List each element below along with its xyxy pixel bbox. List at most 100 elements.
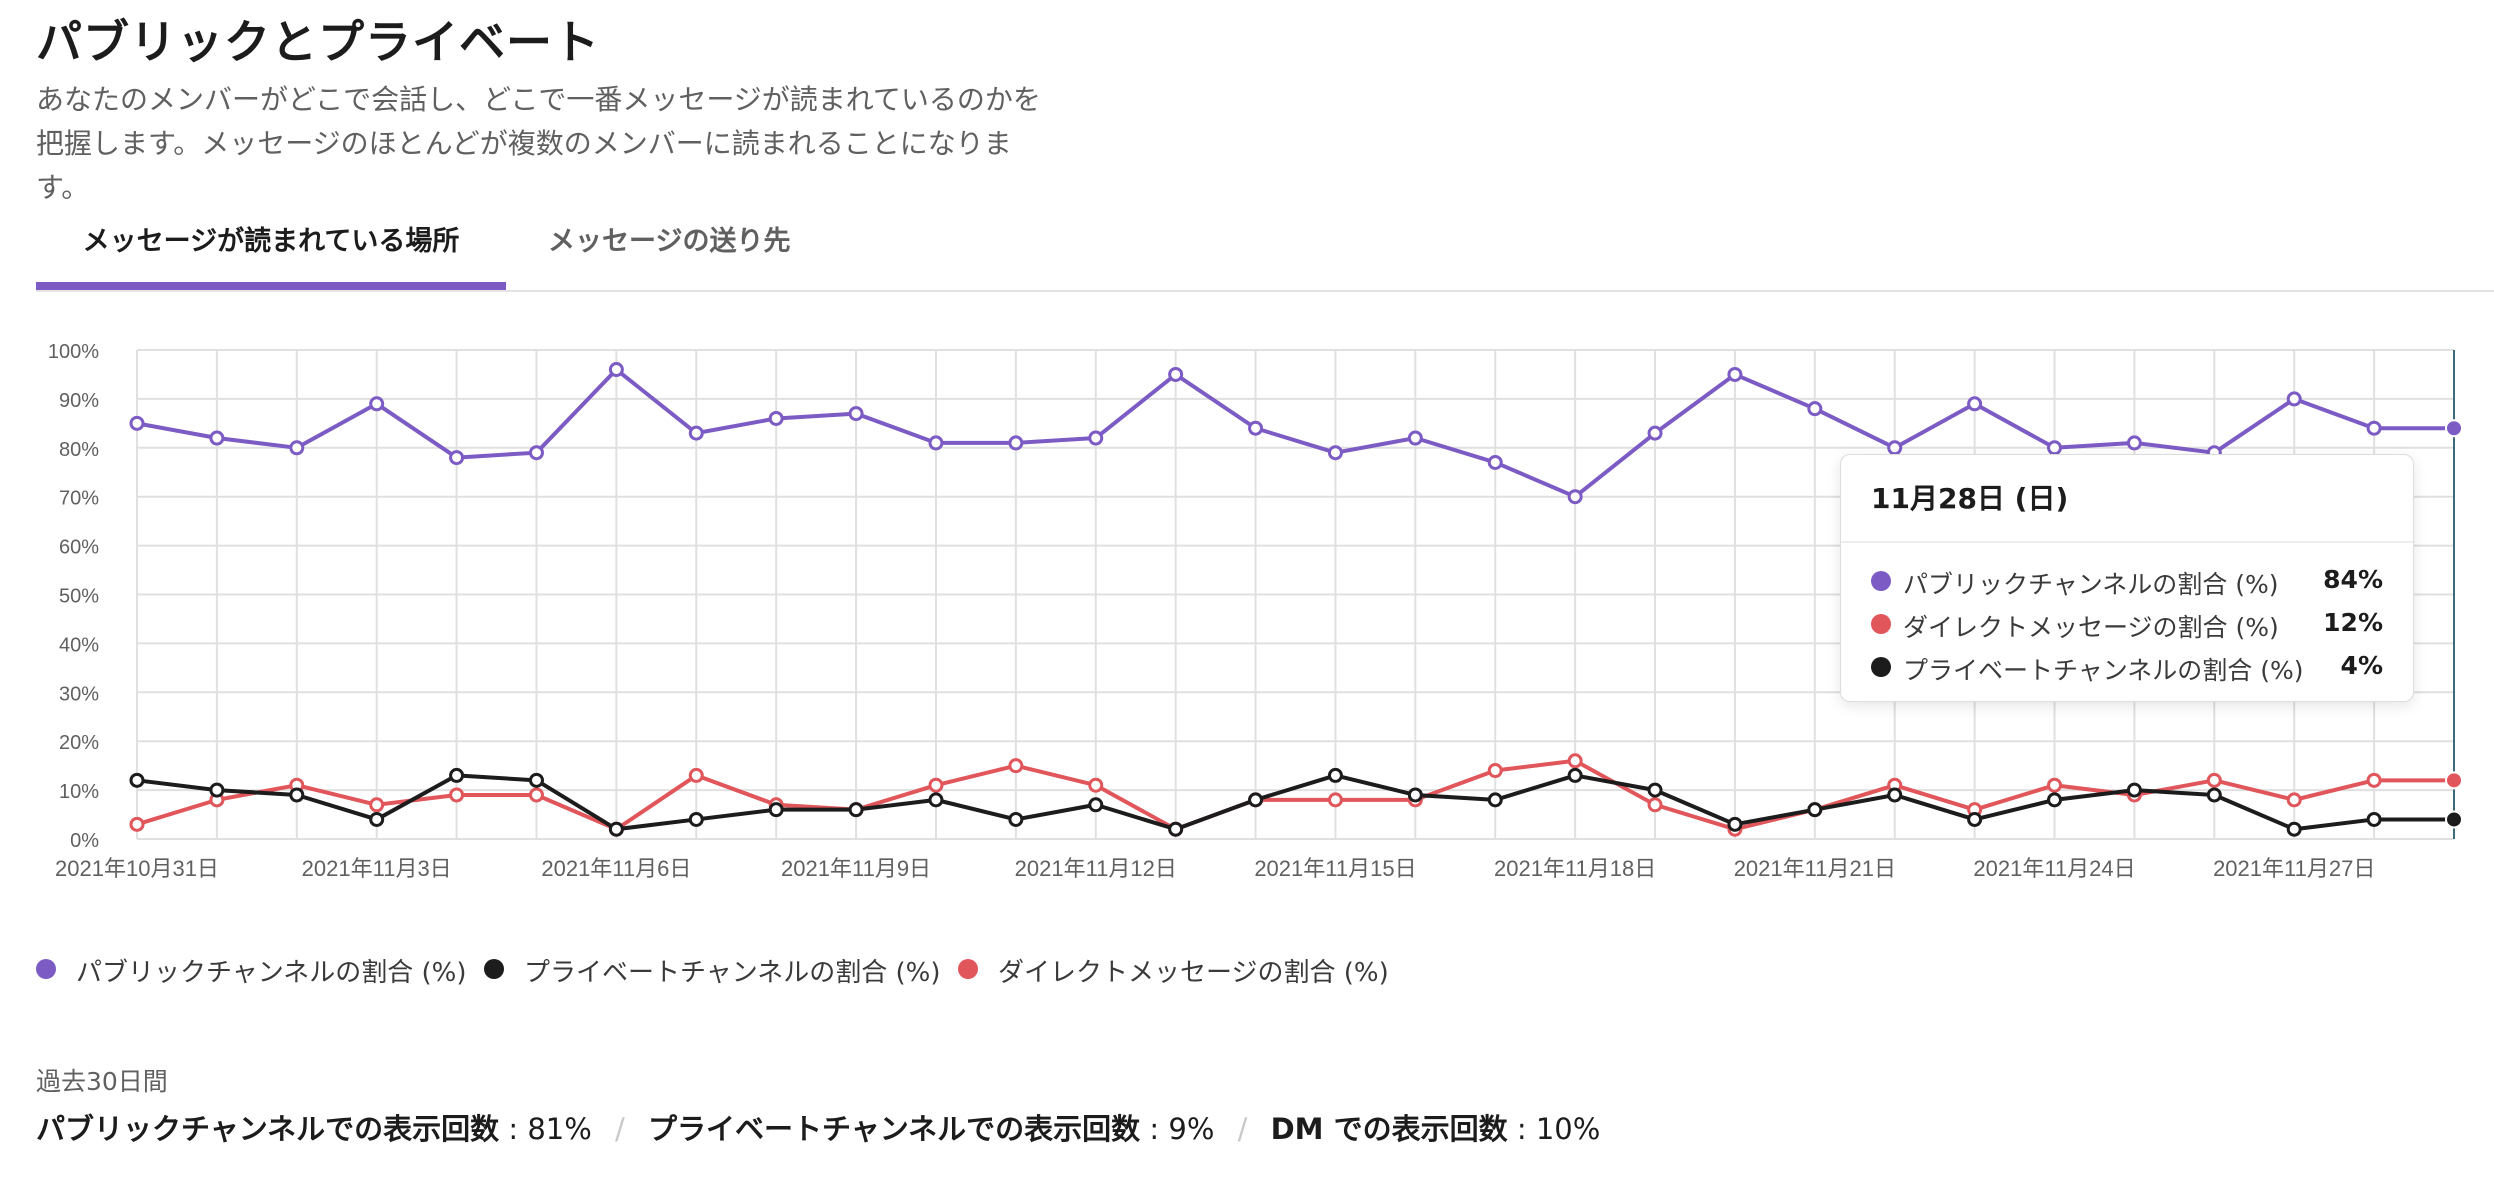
data-point-private — [2206, 787, 2222, 803]
y-tick-label: 70% — [59, 488, 99, 510]
data-point-private — [1807, 802, 1823, 818]
data-point-public — [1168, 366, 1184, 382]
series-line-dm — [136, 758, 2454, 832]
x-tick-label: 2021年11月24日 — [1973, 856, 2135, 881]
summary-label-private: プライベートチャンネルでの表示回数 — [648, 1112, 1141, 1146]
data-point-dm — [129, 816, 145, 832]
data-point-private — [848, 802, 864, 818]
data-point-dm — [2206, 772, 2222, 788]
data-point-private — [1727, 816, 1743, 832]
y-tick-label: 50% — [59, 586, 99, 608]
tooltip-row-private: プライベートチャンネルの割合 (%) 4% — [1871, 647, 2383, 687]
tooltip-label: パブリックチャンネルの割合 (%) — [1903, 570, 2279, 599]
private-dot-icon — [484, 959, 504, 979]
data-point-private — [2286, 821, 2302, 837]
data-point-private — [1887, 787, 1903, 803]
x-tick-label: 2021年11月15日 — [1254, 856, 1416, 881]
x-tick-label: 2021年11月6日 — [541, 856, 691, 881]
summary-separator: / — [615, 1112, 625, 1146]
data-point-public — [2126, 435, 2142, 451]
data-point-public — [688, 425, 704, 441]
data-point-private — [209, 782, 225, 798]
data-point-private — [2126, 782, 2142, 798]
data-point-private — [688, 811, 704, 827]
data-point-public — [1967, 396, 1983, 412]
data-point-private — [2047, 792, 2063, 808]
data-point-dm-active — [2445, 771, 2463, 790]
chart-tooltip: 11月28日 (日) パブリックチャンネルの割合 (%) 84% ダイレクトメッ… — [1840, 454, 2414, 702]
data-point-dm — [2047, 777, 2063, 793]
tab-where-read[interactable]: メッセージが読まれている場所 — [36, 218, 506, 290]
y-tick-label: 0% — [70, 830, 99, 852]
data-point-private — [528, 772, 544, 788]
legend-label: ダイレクトメッセージの割合 (%) — [998, 958, 1389, 988]
data-point-public — [848, 406, 864, 422]
data-point-public — [2047, 440, 2063, 456]
x-tick-label: 2021年11月12日 — [1015, 856, 1177, 881]
data-point-private — [928, 792, 944, 808]
data-point-public — [608, 362, 624, 378]
data-point-public — [1407, 430, 1423, 446]
tooltip-divider — [1841, 541, 2413, 543]
data-point-dm — [688, 767, 704, 783]
data-point-dm — [2366, 772, 2382, 788]
data-point-dm — [1088, 777, 1104, 793]
tab-label: メッセージの送り先 — [548, 226, 791, 257]
x-tick-label: 2021年11月9日 — [781, 856, 931, 881]
private-dot-icon — [1871, 657, 1891, 677]
tooltip-row-public: パブリックチャンネルの割合 (%) 84% — [1871, 561, 2383, 601]
tab-bar: メッセージが読まれている場所 メッセージの送り先 — [36, 218, 2494, 292]
data-point-public — [1567, 489, 1583, 505]
page-description: あなたのメンバーがどこで会話し、どこで一番メッセージが読まれているのかを把握しま… — [36, 83, 1041, 204]
data-point-public — [1008, 435, 1024, 451]
public-dot-icon — [1871, 571, 1891, 591]
page-title: パブリックとプライベート — [36, 15, 600, 69]
y-tick-label: 30% — [59, 683, 99, 705]
data-point-private — [1407, 787, 1423, 803]
tooltip-value: 12% — [2323, 608, 2383, 637]
data-point-dm — [1487, 763, 1503, 779]
y-tick-label: 40% — [59, 634, 99, 656]
dm-dot-icon — [1871, 614, 1891, 634]
data-point-public — [1327, 445, 1343, 461]
data-point-public — [1647, 425, 1663, 441]
data-point-public — [928, 435, 944, 451]
x-tick-label: 2021年11月27日 — [2213, 856, 2375, 881]
data-point-private — [1967, 811, 1983, 827]
data-point-public — [209, 430, 225, 446]
data-point-private — [369, 811, 385, 827]
tooltip-date: 11月28日 (日) — [1871, 482, 2069, 515]
x-tick-label: 2021年11月21日 — [1734, 856, 1896, 881]
data-point-private — [129, 772, 145, 788]
data-point-private — [1647, 782, 1663, 798]
tooltip-label: ダイレクトメッセージの割合 (%) — [1903, 613, 2279, 642]
data-point-public — [1727, 366, 1743, 382]
data-point-dm — [1008, 758, 1024, 774]
data-point-dm — [1327, 792, 1343, 808]
data-point-private — [1327, 767, 1343, 783]
line-chart[interactable]: 0% 10% 20% 30% 40% 50% 60% 70% 80% 90% 100% 2021年10… — [0, 320, 2494, 900]
data-point-dm — [369, 797, 385, 813]
legend-label: パブリックチャンネルの割合 (%) — [76, 958, 467, 988]
data-point-public — [1807, 401, 1823, 417]
summary-value-public: : 81% — [508, 1112, 592, 1146]
data-point-public — [768, 410, 784, 426]
data-point-private-active — [2445, 810, 2463, 829]
data-point-dm — [1567, 753, 1583, 769]
data-point-public-active — [2445, 419, 2463, 438]
x-tick-label: 2021年11月18日 — [1494, 856, 1656, 881]
tooltip-value: 4% — [2340, 651, 2383, 680]
data-point-public — [1487, 454, 1503, 470]
data-point-public — [129, 415, 145, 431]
y-tick-label: 100% — [48, 341, 99, 363]
data-point-private — [1487, 792, 1503, 808]
data-point-private — [2366, 811, 2382, 827]
summary-stats: パブリックチャンネルでの表示回数 : 81% / プライベートチャンネルでの表示… — [36, 1106, 1600, 1148]
tooltip-value: 84% — [2323, 565, 2383, 594]
summary-label-dm: DM での表示回数 — [1270, 1112, 1508, 1146]
tab-sent-to[interactable]: メッセージの送り先 — [548, 218, 848, 288]
legend-label: プライベートチャンネルの割合 (%) — [524, 958, 941, 988]
y-tick-label: 20% — [59, 732, 99, 754]
data-point-private — [1008, 811, 1024, 827]
tab-label: メッセージが読まれている場所 — [82, 226, 460, 257]
